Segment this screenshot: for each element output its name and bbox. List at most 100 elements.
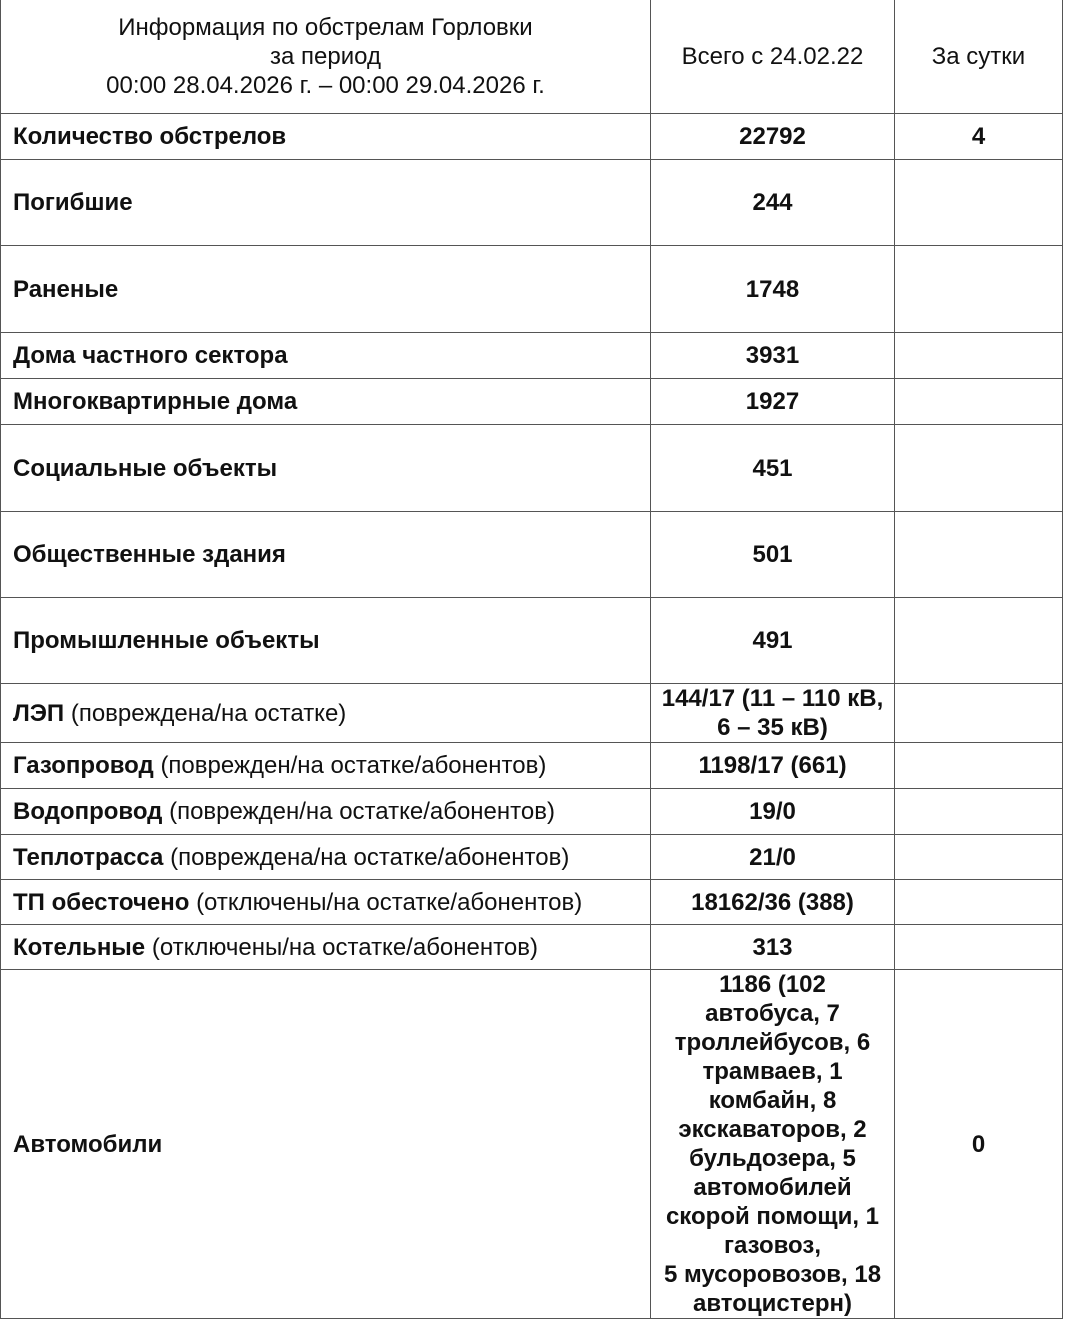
table-row: Теплотрасса (повреждена/на остатке/абоне… [0,834,1063,880]
header-row: Информация по обстрелам Горловки за пери… [0,0,1063,114]
table-row: Дома частного сектора 3931 [0,332,1063,379]
total-value: 19/0 [650,788,895,835]
table-row: Водопровод (поврежден/на остатке/абонент… [0,788,1063,835]
table-title: Информация по обстрелам Горловки за пери… [0,0,651,114]
row-label: Водопровод (поврежден/на остатке/абонент… [0,788,651,835]
row-label: Количество обстрелов [0,113,651,160]
total-value-line: 1186 (102 [719,971,826,998]
row-label: Социальные объекты [0,424,651,512]
total-value: 1748 [650,245,895,333]
table-row: Промышленные объекты 491 [0,597,1063,684]
total-value-line: автомобилей [693,1174,852,1201]
table-row: Автомобили 1186 (102 автобуса, 7 троллейбус… [0,969,1063,1319]
column-header-day: За сутки [894,0,1063,114]
day-value [894,332,1063,379]
day-value [894,245,1063,333]
row-label: Газопровод (поврежден/на остатке/абонент… [0,742,651,789]
table-row: ЛЭП (повреждена/на остатке) 144/17 (11 – … [0,683,1063,743]
table-row: Многоквартирные дома 1927 [0,378,1063,425]
row-label: Автомобили [0,969,651,1319]
table-row: ТП обесточено (отключены/на остатке/абон… [0,879,1063,925]
row-label-note: (поврежден/на остатке/абонентов) [169,798,555,825]
day-value: 4 [894,113,1063,160]
day-value [894,424,1063,512]
row-label: Многоквартирные дома [0,378,651,425]
day-value [894,159,1063,246]
row-label-note: (повреждена/на остатке) [70,699,347,727]
row-label-text: Дома частного сектора [13,342,288,369]
table-row: Погибшие 244 [0,159,1063,246]
row-label: Раненые [0,245,651,333]
total-value-line: бульдозера, 5 [689,1145,856,1172]
total-value: 144/17 (11 – 110 кВ, 6 – 35 кВ) [650,683,895,743]
table-row: Социальные объекты 451 [0,424,1063,512]
table-row: Котельные (отключены/на остатке/абоненто… [0,924,1063,970]
title-line: за период [270,43,381,70]
row-label-text: Газопровод [13,752,154,779]
table-row: Раненые 1748 [0,245,1063,333]
day-value [894,511,1063,598]
row-label-note: (повреждена/на остатке/абонентов) [170,843,570,871]
table-row: Количество обстрелов 22792 4 [0,113,1063,160]
total-value-line: скорой помощи, 1 [665,1203,880,1230]
row-label-text: Водопровод [13,798,163,825]
total-value-line: троллейбусов, 6 [674,1029,871,1056]
row-label-text: Общественные здания [13,541,286,568]
total-value: 1198/17 (661) [650,742,895,789]
total-value-line: газовоз, [723,1232,821,1259]
row-label-text: Промышленные объекты [13,627,320,654]
row-label: Общественные здания [0,511,651,598]
total-value: 451 [650,424,895,512]
title-line: Информация по обстрелам Горловки [118,14,533,41]
total-value: 501 [650,511,895,598]
row-label: ТП обесточено (отключены/на остатке/абон… [0,879,651,925]
row-label-text: ЛЭП [13,699,65,727]
row-label-text: Социальные объекты [13,454,278,482]
day-value [894,742,1063,789]
row-label: ЛЭП (повреждена/на остатке) [0,683,651,743]
row-label: Дома частного сектора [0,332,651,379]
row-label-text: Автомобили [13,1130,163,1158]
day-value [894,378,1063,425]
day-value [894,924,1063,970]
day-value [894,834,1063,880]
row-label: Котельные (отключены/на остатке/абоненто… [0,924,651,970]
row-label-note: (отключены/на остатке/абонентов) [151,933,538,961]
row-label-text: Многоквартирные дома [13,388,298,415]
total-value: 18162/36 (388) [650,879,895,925]
total-value: 313 [650,924,895,970]
total-value-line: комбайн, 8 [708,1087,837,1114]
row-label-note: (отключены/на остатке/абонентов) [196,888,583,916]
total-value-line: 5 мусоровозов, 18 [663,1261,882,1288]
row-label: Погибшие [0,159,651,246]
row-label-text: Погибшие [13,189,133,216]
day-value [894,788,1063,835]
day-value [894,879,1063,925]
row-label-text: ТП обесточено [13,888,190,916]
total-value: 3931 [650,332,895,379]
total-value-line: автобуса, 7 [705,1000,840,1027]
title-line: 00:00 28.04.2026 г. – 00:00 29.04.2026 г… [106,72,545,99]
day-value [894,597,1063,684]
total-value: 1927 [650,378,895,425]
total-value: 22792 [650,113,895,160]
total-value-line: автоцистерн) [693,1290,852,1317]
total-value-line: трамваев, 1 [702,1058,843,1085]
row-label-note: (поврежден/на остатке/абонентов) [160,752,547,779]
row-label-text: Котельные [13,933,146,961]
table-row: Общественные здания 501 [0,511,1063,598]
total-value: 1186 (102 автобуса, 7 троллейбусов, 6 трамв… [650,969,895,1319]
row-label-text: Количество обстрелов [13,123,287,150]
row-label: Теплотрасса (повреждена/на остатке/абоне… [0,834,651,880]
day-value [894,683,1063,743]
table-row: Газопровод (поврежден/на остатке/абонент… [0,742,1063,789]
row-label-text: Теплотрасса [13,843,164,871]
total-value: 244 [650,159,895,246]
total-value: 21/0 [650,834,895,880]
day-value: 0 [894,969,1063,1319]
total-value-line: экскаваторов, 2 [678,1116,867,1143]
column-header-total: Всего с 24.02.22 [650,0,895,114]
total-value: 491 [650,597,895,684]
row-label: Промышленные объекты [0,597,651,684]
